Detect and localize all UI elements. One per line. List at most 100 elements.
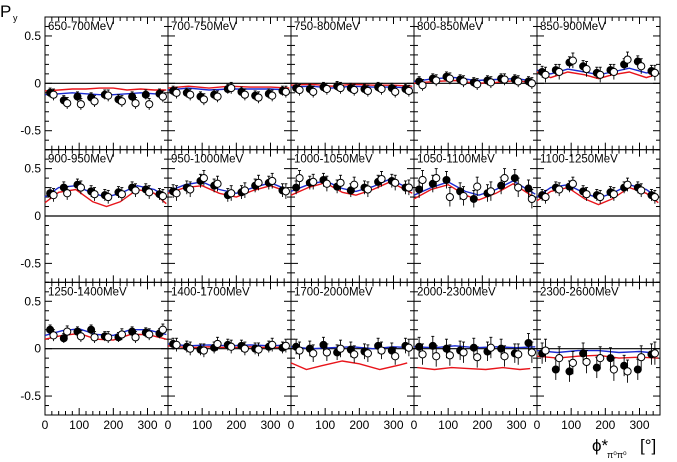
panel: 1050-1100MeV: [413, 149, 538, 283]
data-point-open: [227, 83, 236, 93]
data-point-open: [240, 186, 249, 195]
x-tick-label: 0: [165, 418, 172, 432]
data-point-filled: [510, 174, 519, 183]
panel-label: 1250-1400MeV: [48, 286, 127, 298]
data-point-open: [104, 333, 113, 342]
data-point-open: [213, 339, 222, 349]
data-point-open: [350, 180, 359, 189]
x-tick-label: 200: [103, 418, 123, 432]
panel-label: 850-900MeV: [540, 21, 606, 33]
data-point-filled: [141, 90, 150, 99]
x-tick-label: 100: [438, 418, 458, 432]
data-point-open: [500, 173, 509, 183]
data-point-open: [268, 91, 277, 100]
data-point-open: [131, 186, 140, 195]
data-point-open: [637, 186, 646, 195]
data-point-open: [104, 91, 113, 100]
data-point-open: [404, 86, 413, 96]
data-point-open: [404, 343, 413, 352]
data-point-open: [117, 97, 126, 106]
data-point-open: [568, 179, 577, 188]
data-point-open: [486, 187, 495, 196]
x-tick-label: 200: [472, 418, 492, 432]
data-point-open: [350, 350, 359, 359]
data-point-filled: [73, 92, 82, 101]
data-point-open: [199, 346, 208, 355]
data-point-open: [527, 194, 536, 204]
data-point-open: [76, 100, 85, 109]
data-point-filled: [579, 349, 588, 358]
data-point-filled: [551, 365, 560, 374]
data-point-open: [541, 70, 550, 79]
x-tick-labels: 0 100 200 300 0 100 200 300 0 100 200 300 0 100 200 300…: [42, 418, 650, 432]
data-point-open: [240, 344, 249, 353]
data-point-open: [186, 344, 195, 353]
data-point-open: [322, 348, 331, 357]
data-point-open: [514, 77, 523, 86]
data-point-open: [158, 192, 167, 201]
data-point-open: [295, 346, 304, 355]
data-point-open: [213, 179, 222, 188]
x-tick-label: 200: [226, 418, 246, 432]
data-point-open: [637, 353, 646, 362]
data-point-open: [650, 349, 659, 358]
data-point-open: [117, 330, 126, 339]
data-point-open: [445, 192, 454, 202]
panel: 1000-1050MeV: [290, 149, 415, 283]
panel-label: 2000-2300MeV: [417, 286, 496, 298]
data-point-open: [609, 67, 618, 77]
data-point-open: [404, 183, 413, 192]
data-point-open: [281, 87, 290, 96]
x-tick-label: 100: [561, 418, 581, 432]
panel: 1400-1700MeV: [167, 281, 292, 416]
data-point-open: [596, 354, 605, 363]
panel: 2300-2600MeV: [536, 281, 661, 416]
data-point-open: [254, 178, 263, 187]
data-point-open: [459, 348, 468, 357]
x-tick-label: 200: [595, 418, 615, 432]
data-point-open: [309, 87, 318, 96]
data-point-filled: [428, 341, 437, 350]
panel: 900-950MeV: [44, 149, 169, 283]
data-point-filled: [565, 367, 574, 376]
y-tick-label: -0.5: [20, 389, 41, 403]
data-point-filled: [592, 363, 601, 372]
data-point-open: [268, 340, 277, 349]
data-point-open: [582, 65, 591, 74]
data-point-open: [445, 351, 454, 360]
data-point-open: [391, 87, 400, 96]
data-point-open: [227, 342, 236, 351]
data-point-open: [49, 331, 58, 340]
data-point-open: [158, 92, 167, 101]
data-point-open: [186, 90, 195, 99]
data-point-open: [377, 84, 386, 94]
data-point-open: [117, 190, 126, 199]
panel: 850-900MeV: [536, 16, 661, 151]
data-point-open: [295, 85, 304, 95]
panel: 1700-2000MeV: [290, 281, 415, 416]
data-point-open: [309, 349, 318, 358]
x-tick-label: 300: [383, 418, 403, 432]
x-tick-label: 300: [137, 418, 157, 432]
data-point-open: [336, 344, 345, 353]
panel-label: 950-1000MeV: [171, 154, 244, 166]
data-point-open: [432, 173, 441, 183]
data-point-open: [172, 189, 181, 198]
data-point-open: [582, 357, 591, 367]
data-point-open: [377, 346, 386, 355]
data-point-filled: [319, 340, 328, 349]
data-point-open: [650, 192, 659, 202]
data-point-open: [514, 350, 523, 359]
data-point-open: [486, 78, 495, 87]
x-tick-label: 0: [42, 418, 49, 432]
panel: 700-750MeV: [167, 16, 292, 151]
data-point-filled: [87, 325, 96, 334]
data-point-open: [63, 189, 72, 198]
data-point-open: [623, 180, 632, 189]
data-point-open: [172, 88, 181, 97]
data-point-open: [145, 100, 154, 109]
data-point-open: [527, 348, 536, 357]
data-point-filled: [292, 183, 301, 192]
panel-label: 900-950MeV: [48, 154, 114, 166]
data-point-open: [322, 179, 331, 188]
